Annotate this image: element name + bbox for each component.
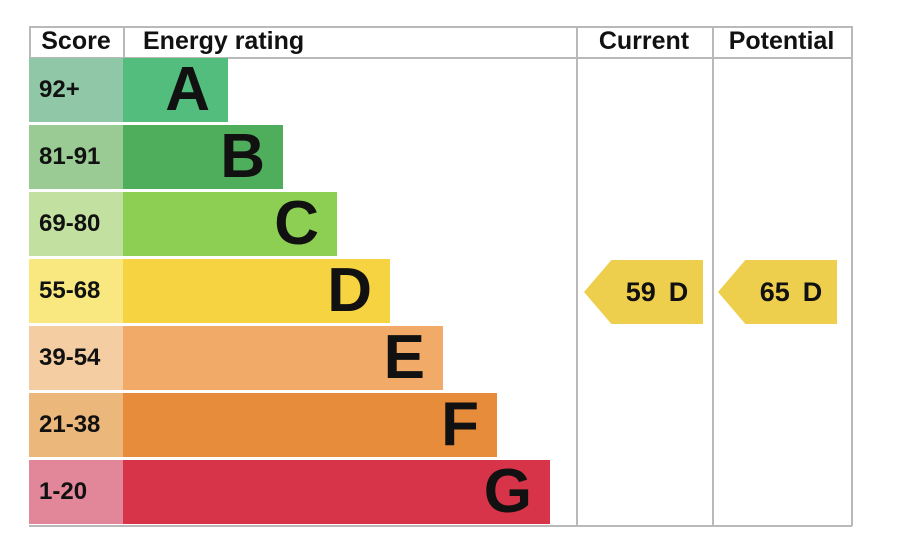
- score-range-label: 81-91: [29, 125, 123, 189]
- gridline: [576, 26, 578, 526]
- score-range-label: 39-54: [29, 326, 123, 390]
- score-range-label: 69-80: [29, 192, 123, 256]
- rating-letter: G: [483, 457, 532, 526]
- gridline: [29, 26, 852, 28]
- current-score-value: 59: [625, 276, 656, 307]
- rating-bar-f: F: [123, 393, 497, 457]
- rating-bar-c: C: [123, 192, 337, 256]
- score-column-header: Score: [41, 27, 111, 55]
- rating-letter: A: [165, 55, 210, 124]
- score-range-label: 1-20: [29, 460, 123, 524]
- rating-letter: D: [327, 256, 372, 325]
- rating-bar-g: G: [123, 460, 550, 524]
- potential-column-header: Potential: [728, 27, 835, 55]
- rating-bar-d: D: [123, 259, 390, 323]
- rating-letter: E: [383, 323, 425, 392]
- score-range-label: 21-38: [29, 393, 123, 457]
- rating-letter: B: [220, 122, 265, 191]
- energy-rating-column-header: Energy rating: [143, 27, 305, 55]
- gridline: [29, 525, 852, 527]
- gridline: [123, 26, 125, 57]
- gridline: [712, 26, 714, 526]
- potential-score-value: 65: [759, 276, 790, 307]
- current-band-letter: D: [668, 276, 689, 307]
- current-rating-arrow: 59 D: [584, 260, 703, 324]
- gridline: [29, 26, 31, 57]
- rating-bar-b: B: [123, 125, 283, 189]
- score-range-label: 55-68: [29, 259, 123, 323]
- rating-bar-e: E: [123, 326, 443, 390]
- potential-band-letter: D: [802, 276, 823, 307]
- potential-rating-arrow: 65 D: [718, 260, 837, 324]
- score-range-label: 92+: [29, 58, 123, 122]
- rating-letter: F: [441, 390, 479, 459]
- rating-letter: C: [274, 189, 319, 258]
- gridline: [29, 57, 852, 59]
- current-column-header: Current: [598, 27, 690, 55]
- gridline: [851, 26, 853, 526]
- rating-bar-a: A: [123, 58, 228, 122]
